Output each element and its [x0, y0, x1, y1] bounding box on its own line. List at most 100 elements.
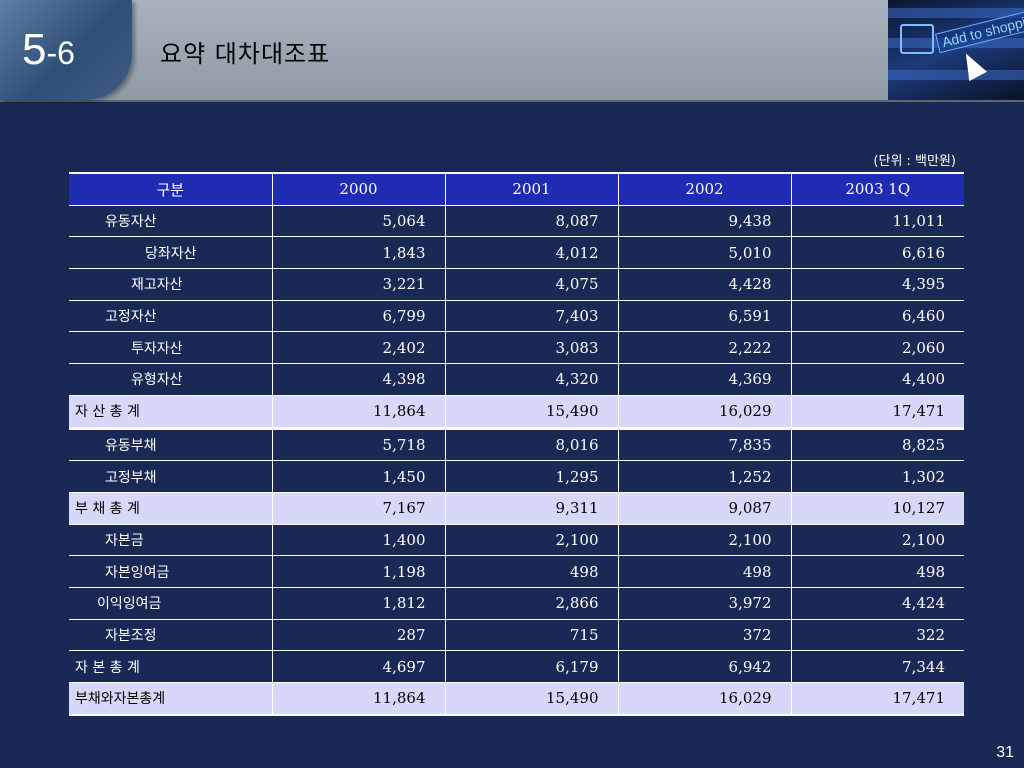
table-cell: 1,812: [272, 587, 446, 620]
row-label: 유동자산: [69, 205, 273, 238]
table-row: 자본조정 287 715 372 322: [69, 619, 964, 652]
table-cell: 17,471: [791, 395, 964, 429]
table-cell: 287: [272, 619, 446, 652]
row-label: 부 채 총 계: [69, 492, 273, 525]
table-cell: 4,320: [445, 363, 619, 396]
table-cell: 6,799: [272, 300, 446, 333]
table-cell: 2,100: [618, 524, 792, 557]
table-total-row: 부 채 총 계 7,167 9,311 9,087 10,127: [69, 492, 964, 525]
table-cell: 16,029: [618, 395, 792, 429]
unit-note: (단위 : 백만원): [873, 154, 956, 169]
table-cell: 9,438: [618, 205, 792, 238]
table-cell: 9,087: [618, 492, 792, 525]
slide-header: 5-6 요약 대차대조표 Add to shoppi: [0, 0, 1024, 102]
table-cell: 8,825: [791, 426, 964, 462]
table-cell: 2,060: [791, 331, 964, 365]
row-label: 투자자산: [69, 331, 273, 365]
table-cell: 11,864: [272, 682, 446, 716]
table-cell: 11,864: [272, 395, 446, 429]
table-cell: 372: [618, 619, 792, 652]
table-cell: 16,029: [618, 682, 792, 716]
table-row: 고정부채 1,450 1,295 1,252 1,302: [69, 460, 964, 493]
table-cell: 2,222: [618, 331, 792, 365]
table-row: 자본금 1,400 2,100 2,100 2,100: [69, 524, 964, 557]
page-number: 31: [996, 744, 1014, 761]
row-label: 자본금: [69, 524, 273, 557]
table-cell: 498: [445, 555, 619, 588]
row-label: 이익잉여금: [69, 587, 273, 620]
table-cell: 6,179: [445, 650, 619, 683]
table-cell: 4,697: [272, 650, 446, 683]
table-row: 이익잉여금 1,812 2,866 3,972 4,424: [69, 587, 964, 620]
table-row: 자본잉여금 1,198 498 498 498: [69, 555, 964, 588]
balance-sheet-table: 구분 2000 2001 2002 2003 1Q 유동자산 5,064 8,087…: [69, 171, 964, 716]
table-cell: 15,490: [445, 682, 619, 716]
table-row: 고정자산 6,799 7,403 6,591 6,460: [69, 300, 964, 333]
table-cell: 4,424: [791, 587, 964, 620]
add-to-shopping-image: Add to shoppi: [888, 0, 1024, 100]
shopping-cart-icon: [900, 24, 934, 54]
table-header-row: 구분 2000 2001 2002 2003 1Q: [69, 171, 964, 206]
table-cell: 2,100: [791, 524, 964, 557]
table-cell: 6,616: [791, 236, 964, 270]
table-cell: 3,972: [618, 587, 792, 620]
row-label: 자본잉여금: [69, 555, 273, 588]
table-cell: 4,075: [445, 268, 619, 301]
row-label: 자 산 총 계: [69, 395, 273, 429]
table-cell: 7,403: [445, 300, 619, 333]
section-number-badge: 5-6: [0, 0, 132, 100]
section-number-major: 5: [22, 25, 47, 74]
table-cell: 1,400: [272, 524, 446, 557]
table-cell: 1,252: [618, 460, 792, 493]
table-cell: 4,012: [445, 236, 619, 270]
table-cell: 4,428: [618, 268, 792, 301]
row-label: 당좌자산: [69, 236, 273, 270]
column-header: 2001: [445, 171, 619, 206]
table-cell: 17,471: [791, 682, 964, 716]
column-header: 2002: [618, 171, 792, 206]
table-row: 자 본 총 계 4,697 6,179 6,942 7,344: [69, 650, 964, 683]
table-cell: 1,450: [272, 460, 446, 493]
table-total-row: 부채와자본총계 11,864 15,490 16,029 17,471: [69, 682, 964, 716]
column-header: 2000: [272, 171, 446, 206]
table-total-row: 자 산 총 계 11,864 15,490 16,029 17,471: [69, 395, 964, 429]
column-header: 구분: [69, 171, 273, 206]
table-cell: 4,398: [272, 363, 446, 396]
table-cell: 8,087: [445, 205, 619, 238]
table-cell: 1,198: [272, 555, 446, 588]
table-row: 당좌자산 1,843 4,012 5,010 6,616: [69, 236, 964, 270]
table-cell: 5,718: [272, 426, 446, 462]
table-cell: 7,344: [791, 650, 964, 683]
table-cell: 498: [791, 555, 964, 588]
row-label: 자본조정: [69, 619, 273, 652]
row-label: 자 본 총 계: [69, 650, 273, 683]
table-cell: 322: [791, 619, 964, 652]
table-cell: 1,302: [791, 460, 964, 493]
table-body: 유동자산 5,064 8,087 9,438 11,011 당좌자산 1,843 4,012 5…: [69, 205, 964, 716]
table-cell: 715: [445, 619, 619, 652]
table-cell: 9,311: [445, 492, 619, 525]
table-cell: 2,100: [445, 524, 619, 557]
table-cell: 6,942: [618, 650, 792, 683]
table-cell: 5,010: [618, 236, 792, 270]
row-label: 유동부채: [69, 426, 273, 462]
table-row: 투자자산 2,402 3,083 2,222 2,060: [69, 331, 964, 365]
table-cell: 7,835: [618, 426, 792, 462]
table-cell: 10,127: [791, 492, 964, 525]
table-cell: 15,490: [445, 395, 619, 429]
table-cell: 2,866: [445, 587, 619, 620]
table-row: 재고자산 3,221 4,075 4,428 4,395: [69, 268, 964, 301]
table-cell: 498: [618, 555, 792, 588]
page-title: 요약 대차대조표: [160, 40, 331, 68]
table-cell: 3,221: [272, 268, 446, 301]
row-label: 고정부채: [69, 460, 273, 493]
table-cell: 7,167: [272, 492, 446, 525]
table-cell: 4,400: [791, 363, 964, 396]
table-cell: 2,402: [272, 331, 446, 365]
table-row: 유동자산 5,064 8,087 9,438 11,011: [69, 205, 964, 238]
column-header: 2003 1Q: [791, 171, 964, 206]
table-cell: 11,011: [791, 205, 964, 238]
section-number: 5-6: [22, 22, 75, 81]
row-label: 유형자산: [69, 363, 273, 396]
table-cell: 6,591: [618, 300, 792, 333]
